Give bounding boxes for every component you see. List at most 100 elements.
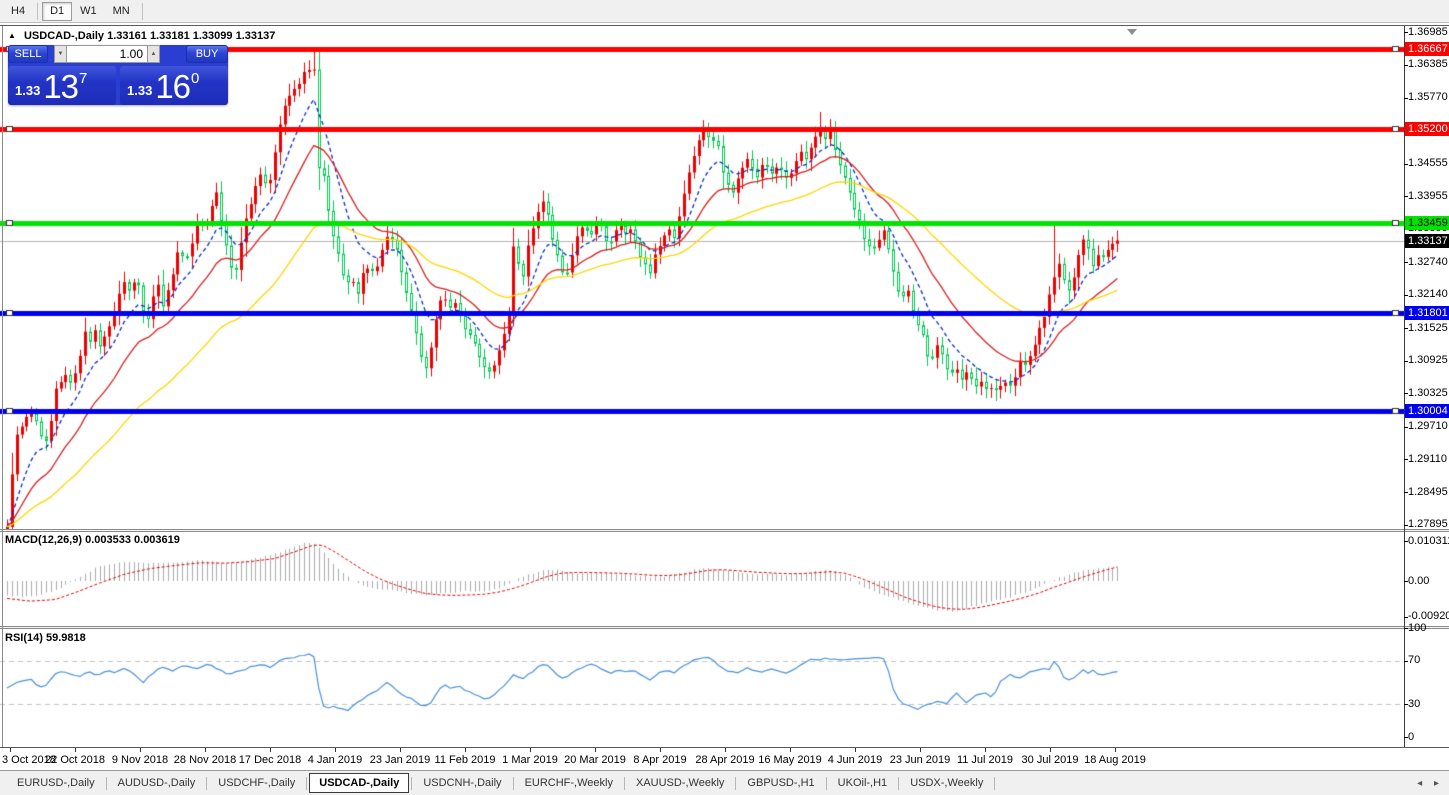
price-axis-label: 1.35770 [1408, 91, 1448, 103]
pane-splitter-rsi[interactable] [0, 626, 1449, 629]
timeframe-button-mn[interactable]: MN [105, 2, 138, 21]
chart-tab-eurusd[interactable]: EURUSD-,Daily [17, 777, 95, 789]
hline-price-label: 1.33459 [1405, 216, 1449, 230]
volume-input[interactable] [67, 45, 147, 63]
price-axis-tick [1404, 164, 1408, 165]
buy-price-big: 16 [155, 68, 191, 105]
date-axis-tick [205, 748, 206, 752]
date-axis-label: 20 Mar 2019 [564, 754, 626, 766]
price-axis-tick [1404, 65, 1408, 66]
price-axis-line [1404, 26, 1405, 747]
buy-price-sup: 0 [191, 70, 200, 87]
tabs-prev-icon[interactable]: ◂ [1417, 777, 1423, 789]
sell-price-display[interactable]: 1.33 13 7 [8, 66, 116, 105]
tab-scroll-arrows: ◂ ▸ [1408, 778, 1439, 789]
date-axis-tick [595, 748, 596, 752]
trade-panel-top-row: SELL ▼ ▲ BUY [8, 45, 228, 63]
rsi-axis-label: 0 [1408, 731, 1415, 743]
chart-tab-usdchf[interactable]: USDCHF-,Daily [218, 777, 296, 789]
price-axis-tick [1404, 525, 1408, 526]
price-axis-label: 1.29710 [1408, 420, 1448, 432]
one-click-trading-panel: SELL ▼ ▲ BUY 1.33 13 7 1.33 16 0 [8, 45, 228, 105]
price-axis-label: 1.30925 [1408, 354, 1448, 366]
rsi-axis-tick [1404, 737, 1408, 738]
chart-tab-usdcnh[interactable]: USDCNH-,Daily [423, 777, 502, 789]
price-axis-label: 1.34555 [1408, 157, 1448, 169]
price-axis-label: 1.32740 [1408, 256, 1448, 268]
chart-shift-marker-icon[interactable] [1127, 29, 1137, 35]
date-axis-tick [725, 748, 726, 752]
macd-axis-tick [1404, 541, 1408, 542]
timeframe-button-d1[interactable]: D1 [42, 1, 73, 21]
date-axis-tick [270, 748, 271, 752]
tab-separator [898, 776, 900, 790]
date-axis-tick [140, 748, 141, 752]
tab-separator [512, 776, 514, 790]
trade-panel-price-row: 1.33 13 7 1.33 16 0 [8, 66, 228, 105]
date-axis-label: 30 Jul 2019 [1021, 754, 1079, 766]
rsi-pane-canvas[interactable] [0, 629, 1404, 747]
sell-price-prefix: 1.33 [15, 83, 41, 98]
tab-separator [623, 776, 625, 790]
sell-price-sup: 7 [79, 70, 88, 87]
chart-tab-xauusd[interactable]: XAUUSD-,Weekly [635, 777, 725, 789]
date-axis-tick [75, 748, 76, 752]
price-axis-label: 1.32140 [1408, 288, 1448, 300]
pane-splitter-macd[interactable] [0, 529, 1449, 532]
buy-button[interactable]: BUY [186, 45, 228, 63]
collapse-icon[interactable]: ▲ [8, 31, 16, 40]
volume-spinner: ▼ ▲ [54, 45, 160, 63]
date-axis-tick [920, 748, 921, 752]
chart-tab-audusd[interactable]: AUDUSD-,Daily [117, 777, 196, 789]
chart-tab-ukoil[interactable]: UKOil-,H1 [837, 777, 888, 789]
hline-price-label: 1.36667 [1405, 42, 1449, 56]
timeframe-toolbar: H4 D1 W1 MN [0, 0, 1449, 23]
date-axis-tick [1050, 748, 1051, 752]
price-axis-tick [1404, 295, 1408, 296]
date-axis-tick [790, 748, 791, 752]
rsi-axis-label: 100 [1408, 622, 1427, 634]
date-axis-label: 28 Apr 2019 [695, 754, 755, 766]
date-axis-label: 4 Jun 2019 [827, 754, 883, 766]
price-axis-tick [1404, 361, 1408, 362]
hline-price-label: 1.31801 [1405, 306, 1449, 320]
tabs-next-icon[interactable]: ▸ [1433, 777, 1439, 789]
date-axis-label: 23 Jun 2019 [889, 754, 951, 766]
date-axis-label: 11 Feb 2019 [434, 754, 496, 766]
tab-separator [306, 776, 308, 790]
sell-button[interactable]: SELL [8, 45, 48, 63]
toolbar-separator [141, 2, 143, 20]
rsi-axis-tick [1404, 661, 1408, 662]
sell-price-big: 13 [43, 68, 79, 105]
chart-tab-gbpusd[interactable]: GBPUSD-,H1 [747, 777, 815, 789]
chart-title-symbol: USDCAD-,Daily [23, 30, 105, 42]
price-axis-tick [1404, 427, 1408, 428]
timeframe-button-w1[interactable]: W1 [72, 2, 105, 21]
price-axis-tick [1404, 32, 1408, 33]
price-axis-label: 1.36985 [1408, 26, 1448, 38]
buy-price-display[interactable]: 1.33 16 0 [120, 66, 228, 105]
volume-increase-button[interactable]: ▲ [147, 45, 160, 63]
tab-separator [411, 776, 413, 790]
date-axis-label: 11 Jul 2019 [956, 754, 1014, 766]
chart-window: 1.369851.363851.357701.351551.345551.339… [0, 25, 1449, 771]
tab-separator [735, 776, 737, 790]
date-axis[interactable]: 3 Oct 2018 22 Oct 2018 9 Nov 2018 28 Nov 20… [0, 747, 1449, 771]
chart-tab-eurchf[interactable]: EURCHF-,Weekly [524, 777, 613, 789]
price-axis-tick [1404, 98, 1408, 99]
price-axis-tick [1404, 393, 1408, 394]
chart-tab-usdx[interactable]: USDX-,Weekly [910, 777, 984, 789]
date-axis-label: 9 Nov 2018 [111, 754, 169, 766]
price-chart-canvas[interactable] [0, 28, 1404, 529]
current-price-label: 1.33137 [1405, 234, 1449, 248]
macd-pane-canvas[interactable] [0, 532, 1404, 626]
macd-axis-tick [1404, 581, 1408, 582]
chart-tab-usdcad[interactable]: USDCAD-,Daily [309, 773, 410, 793]
tab-separator [105, 776, 107, 790]
volume-decrease-button[interactable]: ▼ [54, 45, 67, 63]
rsi-axis-label: 30 [1408, 698, 1421, 710]
date-axis-tick [660, 748, 661, 752]
price-axis-tick [1404, 459, 1408, 460]
timeframe-button-h4[interactable]: H4 [3, 2, 33, 21]
date-axis-label: 3 Oct 2018 [2, 754, 56, 766]
